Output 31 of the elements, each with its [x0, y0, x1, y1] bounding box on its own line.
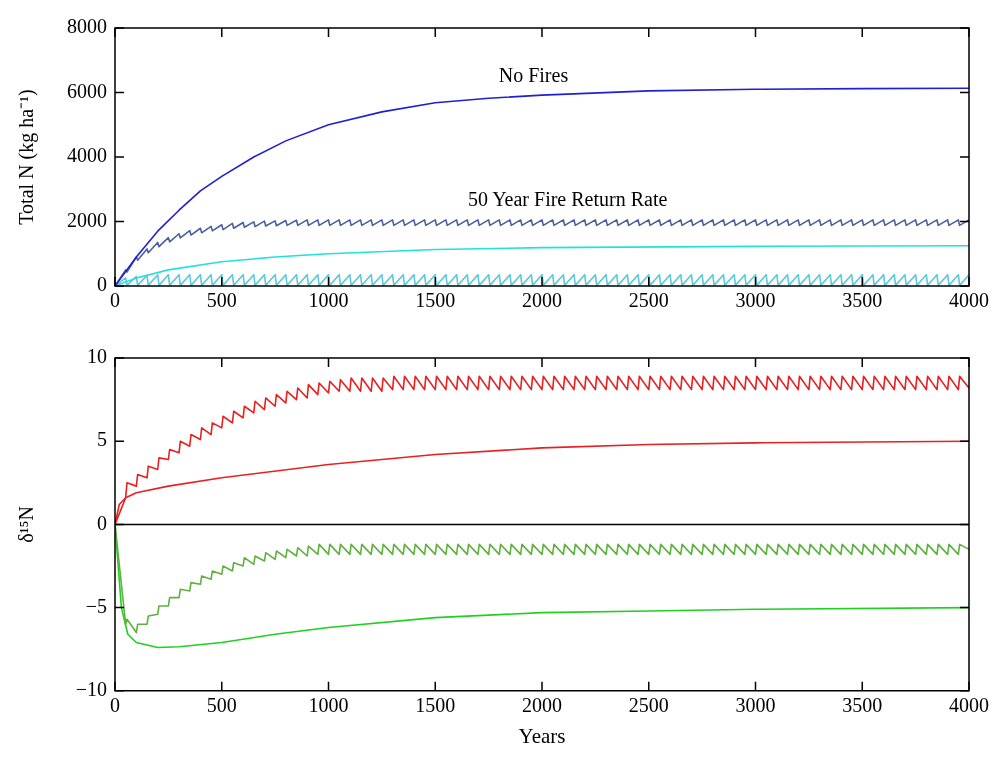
x-tick-label: 3500: [842, 289, 883, 312]
y-tick-label: −10: [75, 678, 107, 701]
x-tick-label: 3500: [842, 694, 883, 717]
x-tick-label: 1500: [415, 289, 456, 312]
x-tick-label: 4000: [949, 289, 989, 312]
y-tick-label: −5: [85, 594, 107, 617]
x-tick-label: 1000: [308, 694, 349, 717]
x-tick-label: 3000: [735, 289, 776, 312]
y-tick-label: 5: [97, 428, 107, 451]
y-tick-label: 6000: [67, 79, 107, 102]
y-tick-label: 10: [87, 345, 107, 368]
x-tick-label: 1000: [308, 289, 349, 312]
x-tick-label: 2500: [628, 289, 669, 312]
x-tick-label: 500: [206, 289, 237, 312]
x-tick-label: 3000: [735, 694, 776, 717]
y-axis-title: δ¹⁵N: [15, 505, 38, 543]
x-tick-label: 500: [206, 694, 237, 717]
y-tick-label: 0: [97, 273, 107, 296]
x-tick-label: 4000: [949, 694, 989, 717]
y-tick-label: 8000: [67, 15, 107, 38]
annotation: No Fires: [498, 64, 569, 87]
x-axis-title: Years: [518, 723, 566, 748]
x-tick-label: 2500: [628, 694, 669, 717]
y-axis-title: Total N (kg ha⁻¹): [15, 89, 39, 225]
y-tick-label: 4000: [67, 144, 107, 167]
y-tick-label: 0: [97, 511, 107, 534]
annotation: 50 Year Fire Return Rate: [467, 188, 668, 211]
x-tick-label: 2000: [522, 694, 562, 717]
x-tick-label: 1500: [415, 694, 456, 717]
x-tick-label: 2000: [522, 289, 562, 312]
y-tick-label: 2000: [67, 208, 107, 231]
